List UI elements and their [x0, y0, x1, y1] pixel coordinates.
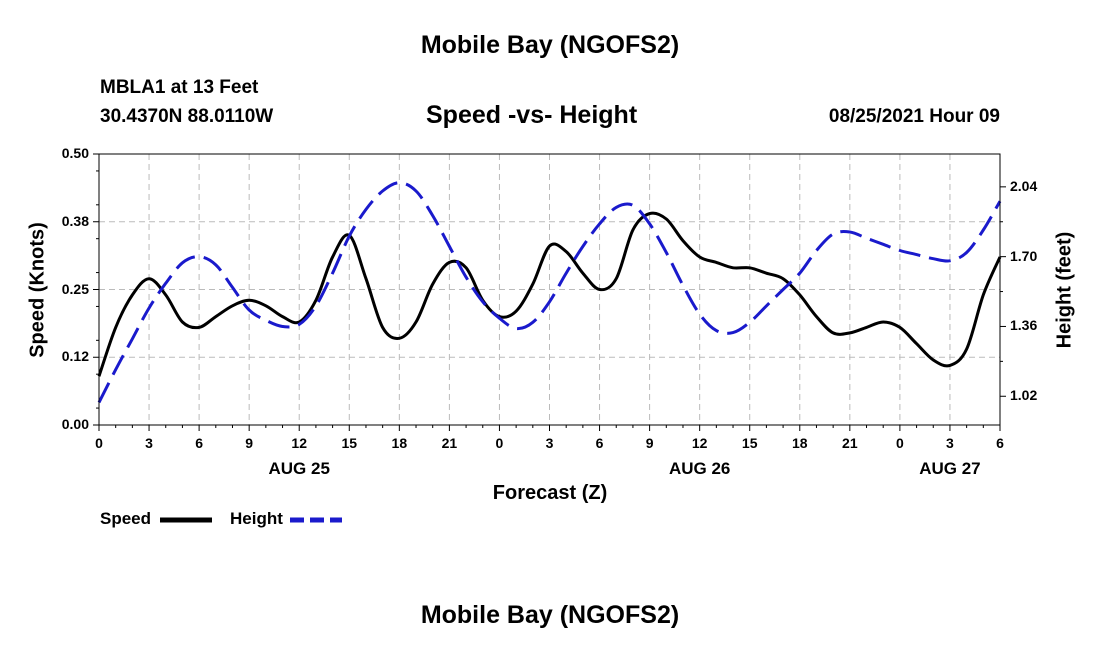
date-label: AUG 27 — [919, 459, 981, 478]
x-tick-label: 6 — [996, 435, 1004, 451]
x-tick-label: 21 — [441, 435, 458, 451]
x-tick-label: 3 — [946, 435, 954, 451]
coordinates-label: 30.4370N 88.0110W — [100, 106, 274, 127]
x-tick-label: 0 — [895, 435, 904, 451]
x-tick-label: 0 — [95, 435, 103, 451]
x-tick-label: 12 — [291, 435, 307, 451]
axis-ticks — [93, 153, 1006, 431]
legend-speed-label: Speed — [100, 509, 152, 528]
y-left-tick-label: 0.50 — [61, 145, 89, 161]
station-label: MBLA1 at 13 Feet — [100, 77, 259, 98]
x-tick-label: 15 — [341, 435, 358, 451]
x-tick-label: 6 — [195, 435, 203, 451]
y-left-tick-label: 0.12 — [61, 348, 89, 365]
x-tick-label: 12 — [691, 435, 708, 451]
x-tick-label: 18 — [791, 435, 808, 451]
y-axis-right-label: Height (feet) — [1053, 231, 1076, 349]
x-tick-label: 9 — [645, 435, 654, 451]
x-tick-label: 9 — [245, 435, 254, 451]
forecast-datetime: 08/25/2021 Hour 09 — [828, 106, 1000, 127]
x-tick-label: 15 — [741, 435, 758, 451]
y-right-tick-label: 1.36 — [1010, 317, 1038, 334]
series-lines — [97, 181, 1002, 404]
x-tick-label: 21 — [842, 435, 858, 451]
chart-subtitle: Speed -vs- Height — [426, 101, 638, 129]
y-left-tick-label: 0.00 — [61, 416, 89, 432]
y-right-tick-label: 2.04 — [1010, 177, 1038, 194]
y-left-tick-label: 0.25 — [61, 280, 89, 297]
y-right-tick-label: 1.70 — [1010, 247, 1038, 264]
legend-height-label: Height — [230, 509, 283, 528]
chart-title: Mobile Bay (NGOFS2) — [420, 31, 680, 59]
y-right-tick-label: 1.02 — [1010, 387, 1038, 404]
x-tick-label: 6 — [595, 435, 604, 451]
height-series-line — [97, 181, 1002, 404]
x-tick-label: 3 — [545, 435, 554, 451]
y-left-tick-label: 0.38 — [61, 212, 89, 229]
footer-title: Mobile Bay (NGOFS2) — [420, 601, 680, 629]
x-axis-label: Forecast (Z) — [492, 482, 608, 504]
grid — [99, 154, 1000, 425]
speed-series-line — [97, 211, 1002, 377]
x-tick-label: 0 — [495, 435, 504, 451]
x-tick-label: 3 — [145, 435, 153, 451]
date-label: AUG 26 — [668, 459, 731, 478]
date-label: AUG 25 — [268, 459, 330, 478]
x-tick-label: 18 — [391, 435, 408, 451]
